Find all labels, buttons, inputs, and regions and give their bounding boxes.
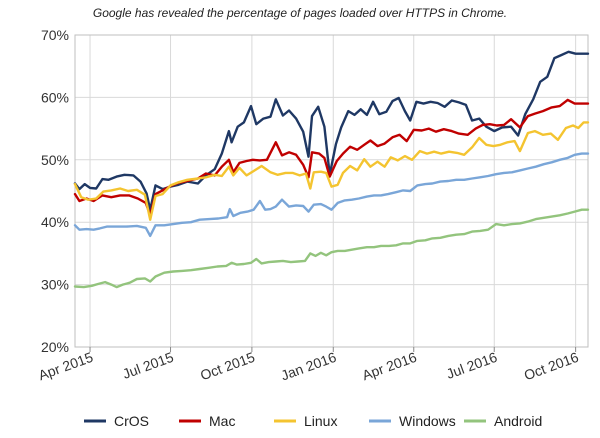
chart-caption: Google has revealed the percentage of pa… xyxy=(92,6,508,20)
legend-label-mac: Mac xyxy=(209,413,235,429)
x-tick-label: Oct 2016 xyxy=(522,349,581,384)
series-line-cros xyxy=(73,50,590,211)
y-tick-label: 50% xyxy=(41,152,69,168)
plot-area-border xyxy=(74,34,589,348)
x-tick-label: Jul 2015 xyxy=(120,349,175,382)
series-line-android xyxy=(73,208,590,289)
x-tick-label: Jul 2016 xyxy=(444,349,499,382)
y-tick-label: 20% xyxy=(41,339,69,355)
y-tick-label: 60% xyxy=(41,89,69,105)
y-tick-label: 30% xyxy=(41,277,69,293)
series-line-windows xyxy=(73,152,590,238)
legend-label-cros: CrOS xyxy=(114,413,149,429)
x-tick-label: Oct 2015 xyxy=(198,349,257,384)
grid-lines xyxy=(74,34,589,348)
y-tick-label: 40% xyxy=(41,214,69,230)
series-line-linux xyxy=(73,121,590,221)
x-tick-label: Apr 2016 xyxy=(360,349,419,384)
legend: CrOS Mac Linux Windows Android xyxy=(84,413,542,429)
x-tick-label: Jan 2016 xyxy=(279,349,339,384)
x-axis: Apr 2015 Jul 2015 Oct 2015 Jan 2016 Apr 2016… xyxy=(36,347,581,384)
y-axis: 20% 30% 40% 50% 60% 70% xyxy=(41,27,69,355)
series-line-mac xyxy=(73,98,590,217)
legend-label-android: Android xyxy=(494,413,542,429)
legend-label-windows: Windows xyxy=(399,413,456,429)
y-tick-label: 70% xyxy=(41,27,69,43)
legend-label-linux: Linux xyxy=(304,413,337,429)
series-lines xyxy=(73,50,590,289)
